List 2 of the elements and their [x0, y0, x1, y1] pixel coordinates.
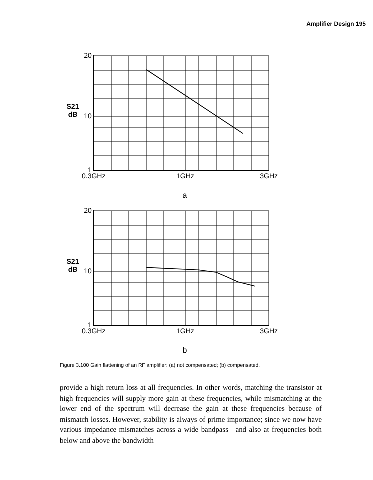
text: a	[182, 191, 188, 200]
text: b	[182, 346, 188, 355]
